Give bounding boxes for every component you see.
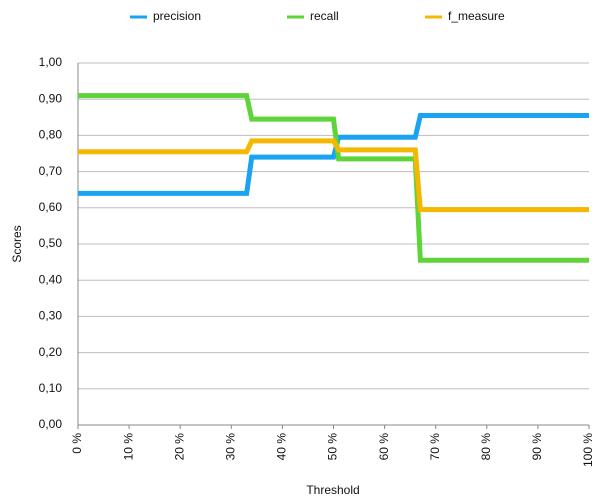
y-tick-label: 0,70: [39, 164, 63, 178]
legend-label: precision: [153, 9, 201, 23]
legend-label: recall: [310, 9, 339, 23]
x-tick-label: 60 %: [377, 433, 391, 461]
legend-label: f_measure: [448, 9, 505, 23]
y-tick-label: 0,00: [39, 417, 63, 431]
y-tick-label: 1,00: [39, 55, 63, 69]
x-tick-label: 30 %: [223, 433, 237, 461]
y-tick-label: 0,90: [39, 91, 63, 105]
y-tick-label: 0,10: [39, 381, 63, 395]
x-tick-label: 50 %: [326, 433, 340, 461]
y-tick-label: 0,20: [39, 345, 63, 359]
series-line: [78, 138, 589, 213]
y-tick-label: 0,50: [39, 236, 63, 250]
x-axis-label: Threshold: [306, 483, 359, 497]
x-tick-label: 80 %: [479, 433, 493, 461]
x-tick-label: 90 %: [530, 433, 544, 461]
x-tick-label: 10 %: [121, 433, 135, 461]
y-tick-label: 0,80: [39, 128, 63, 142]
y-tick-label: 0,30: [39, 309, 63, 323]
x-tick-label: 70 %: [428, 433, 442, 461]
series-line: [78, 93, 589, 263]
x-tick-label: 100 %: [581, 433, 595, 467]
x-tick-label: 0 %: [70, 433, 84, 454]
y-axis-label: Scores: [10, 225, 24, 262]
x-tick-label: 40 %: [275, 433, 289, 461]
y-tick-label: 0,60: [39, 200, 63, 214]
x-tick-label: 20 %: [172, 433, 186, 461]
y-tick-label: 0,40: [39, 272, 63, 286]
